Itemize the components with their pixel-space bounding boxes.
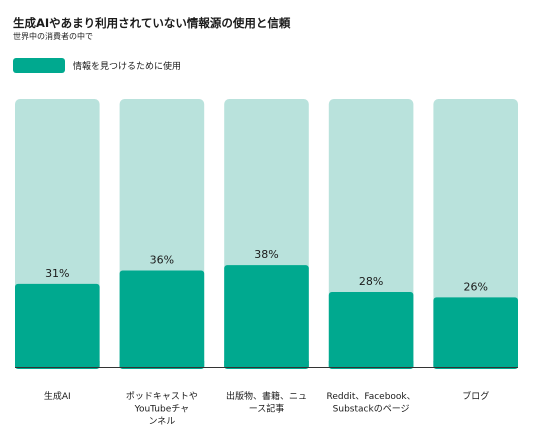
bar-base [15, 361, 100, 367]
category-label: 生成AI [44, 390, 71, 402]
bar-base [433, 361, 518, 367]
bar [224, 265, 309, 369]
bar-value-label: 31% [45, 267, 69, 280]
bar-value-label: 26% [463, 280, 487, 293]
category-label: ブログ [462, 390, 489, 402]
bar-base [224, 361, 309, 367]
bar-base [328, 361, 414, 367]
bar [15, 283, 100, 369]
bar [433, 297, 518, 369]
category-label: 出版物、書籍、ニュース記事 [226, 390, 307, 415]
legend-swatch [13, 57, 65, 73]
chart-title: 生成AIやあまり利用されていない情報源の使用と信頼 [13, 16, 291, 30]
chart-subtitle: 世界中の消費者の中で [13, 32, 93, 41]
bar [328, 291, 414, 369]
bar-base [119, 361, 205, 367]
bar-value-label: 38% [254, 248, 278, 261]
bar [119, 270, 205, 369]
bar-value-label: 28% [359, 275, 383, 288]
chart-legend: 情報を見つけるために使用 [13, 57, 181, 73]
category-label: ポッドキャストや YouTubeチャンネル [126, 391, 198, 427]
legend-label: 情報を見つけるために使用 [73, 61, 182, 72]
bar-value-label: 36% [150, 254, 174, 267]
category-label: Reddit、Facebook、 Substackのページ [327, 392, 416, 415]
